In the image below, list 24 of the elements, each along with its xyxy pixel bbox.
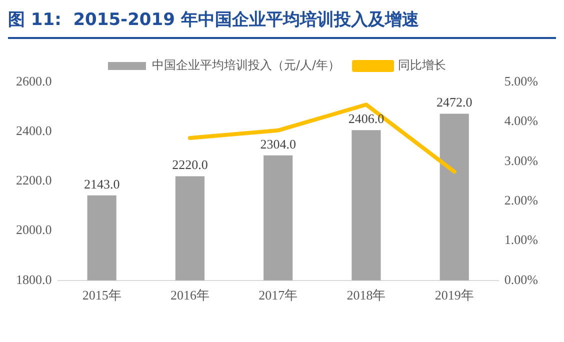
chart-title: 图 11: 2015-2019 年中国企业平均培训投入及增速 xyxy=(8,8,556,39)
y-tick-label: 1800.0 xyxy=(16,272,52,287)
data-label: 2406.0 xyxy=(348,111,384,126)
legend-label: 同比增长 xyxy=(398,58,446,72)
x-tick-label: 2017年 xyxy=(258,288,298,303)
y-tick-label: 2200.0 xyxy=(16,172,52,188)
y2-tick-label: 0.00% xyxy=(504,272,538,287)
data-label: 2143.0 xyxy=(84,176,120,192)
x-tick-label: 2015年 xyxy=(82,288,122,303)
x-tick-label: 2018年 xyxy=(346,288,386,303)
data-label: 2304.0 xyxy=(260,136,296,152)
x-tick-label: 2019年 xyxy=(434,288,474,303)
y-tick-label: 2000.0 xyxy=(16,222,52,238)
data-label: 2220.0 xyxy=(172,157,208,172)
y-tick-label: 2600.0 xyxy=(16,73,52,88)
legend-label: 中国企业平均培训投入（元/人/年） xyxy=(152,58,340,72)
y-tick-label: 2400.0 xyxy=(16,123,52,138)
y2-tick-label: 3.00% xyxy=(504,152,538,168)
y2-tick-label: 2.00% xyxy=(504,192,538,208)
y2-tick-label: 1.00% xyxy=(504,232,538,248)
data-label: 2472.0 xyxy=(436,94,472,110)
y2-tick-label: 4.00% xyxy=(504,113,538,128)
y2-tick-label: 5.00% xyxy=(504,73,538,88)
x-tick-label: 2016年 xyxy=(170,288,210,303)
